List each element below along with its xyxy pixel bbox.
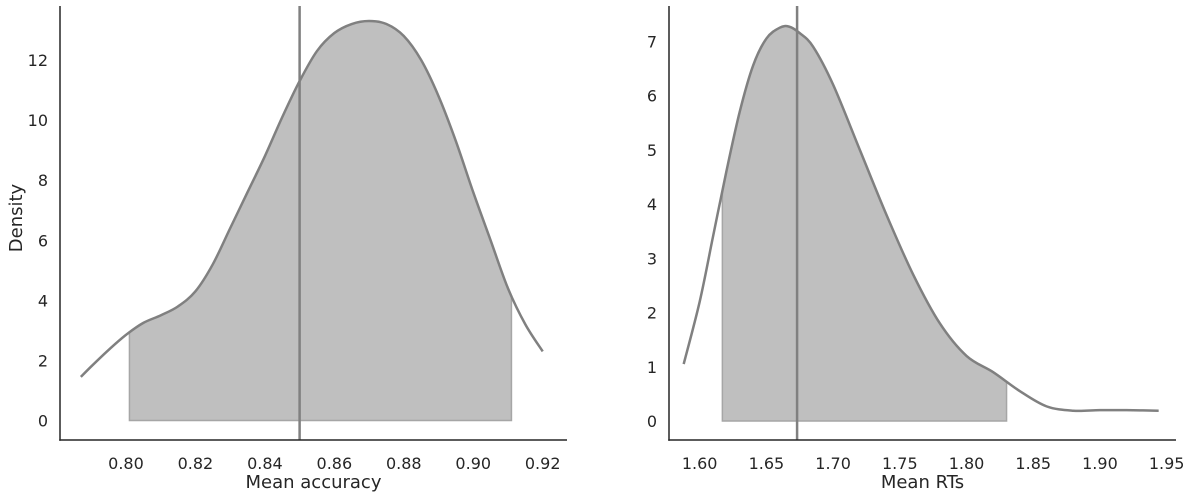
y-tick-label: 3	[647, 249, 657, 268]
x-tick-label: 1.75	[882, 454, 918, 473]
x-tick-label: 0.80	[108, 454, 144, 473]
y-tick-label: 12	[28, 51, 48, 70]
x-tick-label: 1.95	[1149, 454, 1183, 473]
density-curve	[79, 19, 544, 378]
x-tick-label: 1.65	[749, 454, 785, 473]
density-curve	[682, 24, 1159, 413]
y-tick-label: 2	[647, 304, 657, 323]
x-tick-label: 1.70	[815, 454, 851, 473]
y-tick-label: 1	[647, 358, 657, 377]
x-tick-label: 0.92	[525, 454, 561, 473]
x-tick-label: 0.82	[178, 454, 214, 473]
y-tick-label: 4	[38, 291, 48, 310]
y-tick-label: 4	[647, 195, 657, 214]
y-tick-label: 7	[647, 32, 657, 51]
y-tick-label: 6	[38, 231, 48, 250]
y-tick-label: 5	[647, 141, 657, 160]
x-axis-label: Mean accuracy	[246, 472, 382, 493]
x-tick-label: 0.84	[247, 454, 283, 473]
y-tick-label: 0	[647, 412, 657, 431]
x-tick-label: 1.85	[1015, 454, 1051, 473]
x-tick-label: 1.60	[682, 454, 718, 473]
x-tick-label: 0.90	[455, 454, 491, 473]
x-tick-label: 0.86	[317, 454, 353, 473]
rt-density-panel: 1.60 1.65 1.70 1.75 1.80 1.85 1.90 1.95 0 1 2 3 4 5 6 7…	[647, 6, 1183, 493]
x-axis-label: Mean RTs	[881, 472, 964, 493]
x-tick-label: 1.90	[1082, 454, 1118, 473]
y-tick-label: 10	[28, 111, 48, 130]
accuracy-density-panel: 0.80 0.82 0.84 0.86 0.88 0.90 0.92 0 2 4 6 8 10 12 Mea…	[6, 6, 567, 493]
y-axis-label: Density	[6, 183, 27, 252]
shaded-interval-area	[128, 20, 513, 422]
x-tick-label: 0.88	[386, 454, 422, 473]
x-tick-label: 1.80	[949, 454, 985, 473]
shaded-interval-area	[721, 25, 1008, 422]
y-tick-label: 6	[647, 87, 657, 106]
y-tick-label: 2	[38, 351, 48, 370]
y-tick-label: 0	[38, 411, 48, 430]
y-tick-label: 8	[38, 171, 48, 190]
